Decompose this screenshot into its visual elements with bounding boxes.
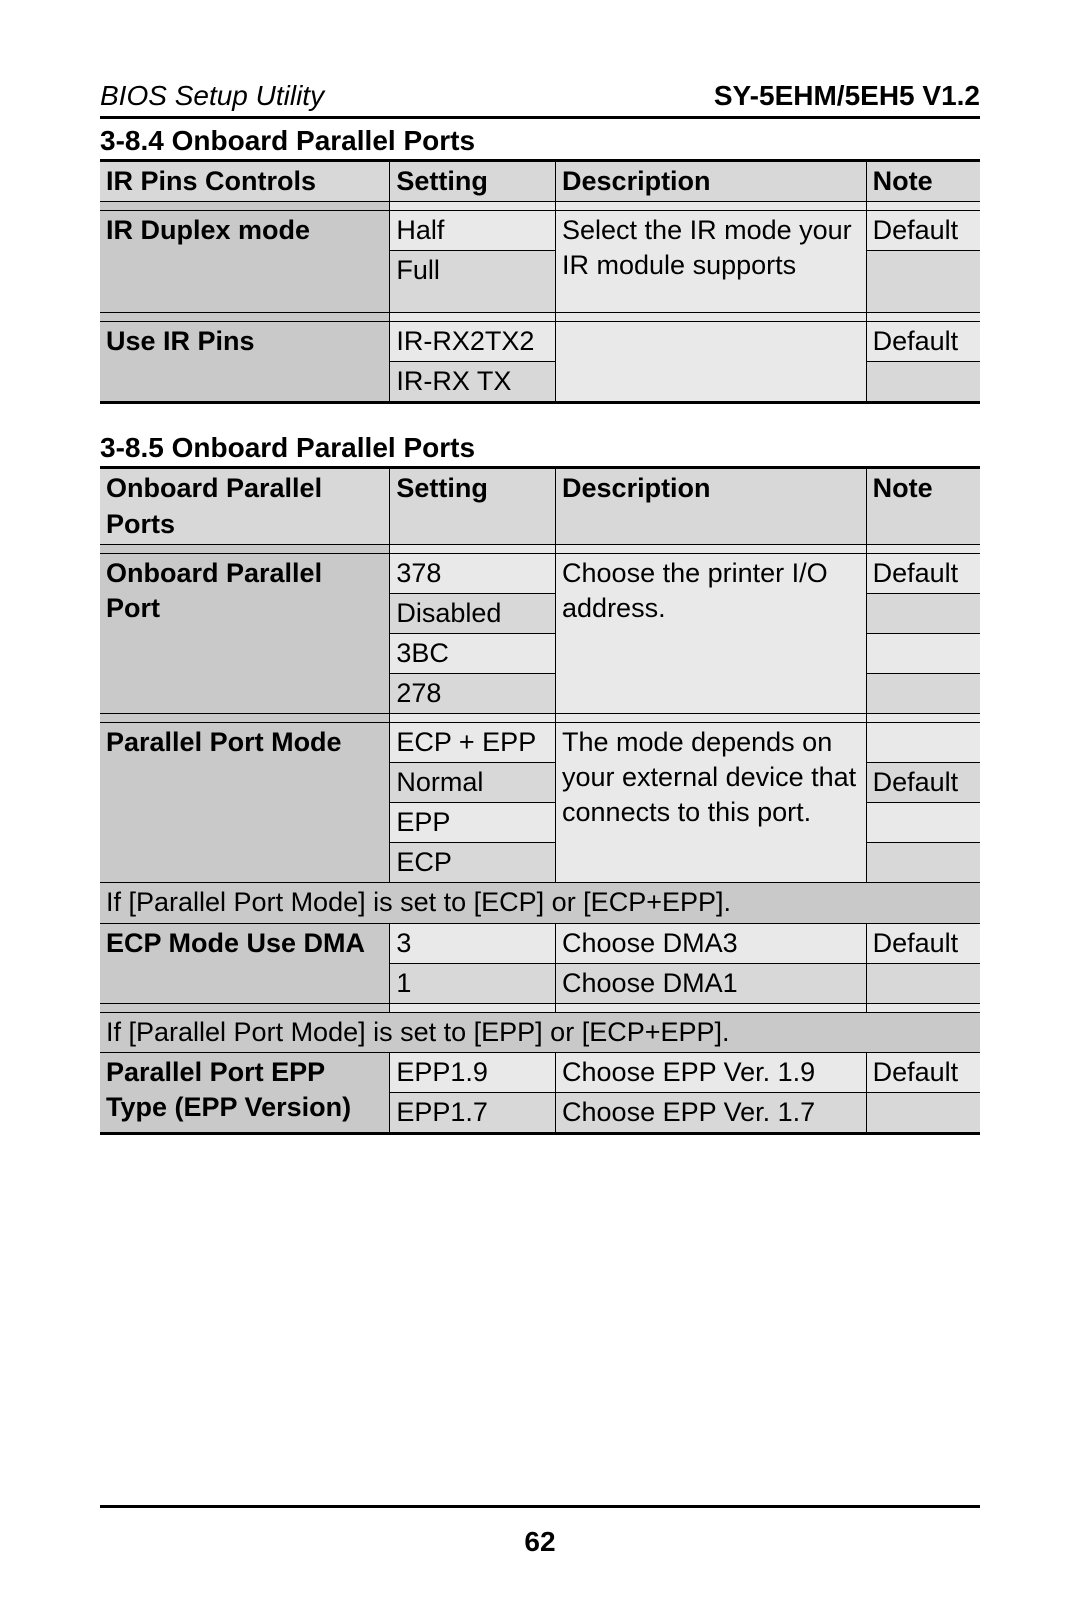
description: Choose EPP Ver. 1.7 — [556, 1092, 867, 1133]
note — [866, 843, 980, 883]
description: Choose the printer I/O address. — [556, 553, 867, 713]
setting: EPP1.7 — [390, 1092, 556, 1133]
setting: 378 — [390, 553, 556, 593]
header-left: BIOS Setup Utility — [100, 80, 324, 112]
note — [866, 723, 980, 763]
col-description: Description — [556, 468, 867, 544]
note: Default — [866, 923, 980, 963]
note — [866, 362, 980, 403]
row-label-epptype: Parallel Port EPP Type (EPP Version) — [100, 1052, 390, 1133]
section1-title: 3-8.4 Onboard Parallel Ports — [100, 125, 980, 157]
col-setting: Setting — [390, 468, 556, 544]
page: BIOS Setup Utility SY-5EHM/5EH5 V1.2 3-8… — [0, 0, 1080, 1618]
setting: ECP + EPP — [390, 723, 556, 763]
setting: Normal — [390, 763, 556, 803]
note: Default — [866, 763, 980, 803]
section2-title: 3-8.5 Onboard Parallel Ports — [100, 432, 980, 464]
condition-epp: If [Parallel Port Mode] is set to [EPP] … — [100, 1012, 980, 1052]
note — [866, 673, 980, 713]
description: Choose DMA3 — [556, 923, 867, 963]
setting: Disabled — [390, 593, 556, 633]
note: Default — [866, 211, 980, 251]
description: Choose EPP Ver. 1.9 — [556, 1052, 867, 1092]
setting: 3BC — [390, 633, 556, 673]
condition-ecp: If [Parallel Port Mode] is set to [ECP] … — [100, 883, 980, 923]
description: The mode depends on your external device… — [556, 723, 867, 883]
col-setting: Setting — [390, 161, 556, 202]
note — [866, 1092, 980, 1133]
description — [556, 322, 867, 403]
description: Select the IR mode your IR module suppor… — [556, 211, 867, 313]
setting: IR-RX2TX2 — [390, 322, 556, 362]
setting: IR-RX TX — [390, 362, 556, 403]
row-label-ecpdma: ECP Mode Use DMA — [100, 923, 390, 1003]
setting: 1 — [390, 963, 556, 1003]
page-number: 62 — [524, 1526, 555, 1557]
note — [866, 803, 980, 843]
note — [866, 633, 980, 673]
note: Default — [866, 553, 980, 593]
col-note: Note — [866, 468, 980, 544]
table-parallel-ports: Onboard Parallel Ports Setting Descripti… — [100, 466, 980, 1135]
page-header: BIOS Setup Utility SY-5EHM/5EH5 V1.2 — [100, 80, 980, 119]
note: Default — [866, 322, 980, 362]
setting: Half — [390, 211, 556, 251]
col-description: Description — [556, 161, 867, 202]
page-footer: 62 — [100, 1505, 980, 1558]
note — [866, 251, 980, 291]
setting: ECP — [390, 843, 556, 883]
setting: 278 — [390, 673, 556, 713]
row-label-portmode: Parallel Port Mode — [100, 723, 390, 883]
note — [866, 593, 980, 633]
row-label-onboardport: Onboard Parallel Port — [100, 553, 390, 713]
row-label-useirpins: Use IR Pins — [100, 322, 390, 403]
setting: EPP1.9 — [390, 1052, 556, 1092]
description: Choose DMA1 — [556, 963, 867, 1003]
setting: EPP — [390, 803, 556, 843]
note — [866, 963, 980, 1003]
col-onboard: Onboard Parallel Ports — [100, 468, 390, 544]
setting: Full — [390, 251, 556, 291]
row-label-irduplex: IR Duplex mode — [100, 211, 390, 313]
col-irpins: IR Pins Controls — [100, 161, 390, 202]
table-ir-pins: IR Pins Controls Setting Description Not… — [100, 159, 980, 404]
header-right: SY-5EHM/5EH5 V1.2 — [714, 80, 980, 112]
col-note: Note — [866, 161, 980, 202]
note: Default — [866, 1052, 980, 1092]
setting: 3 — [390, 923, 556, 963]
